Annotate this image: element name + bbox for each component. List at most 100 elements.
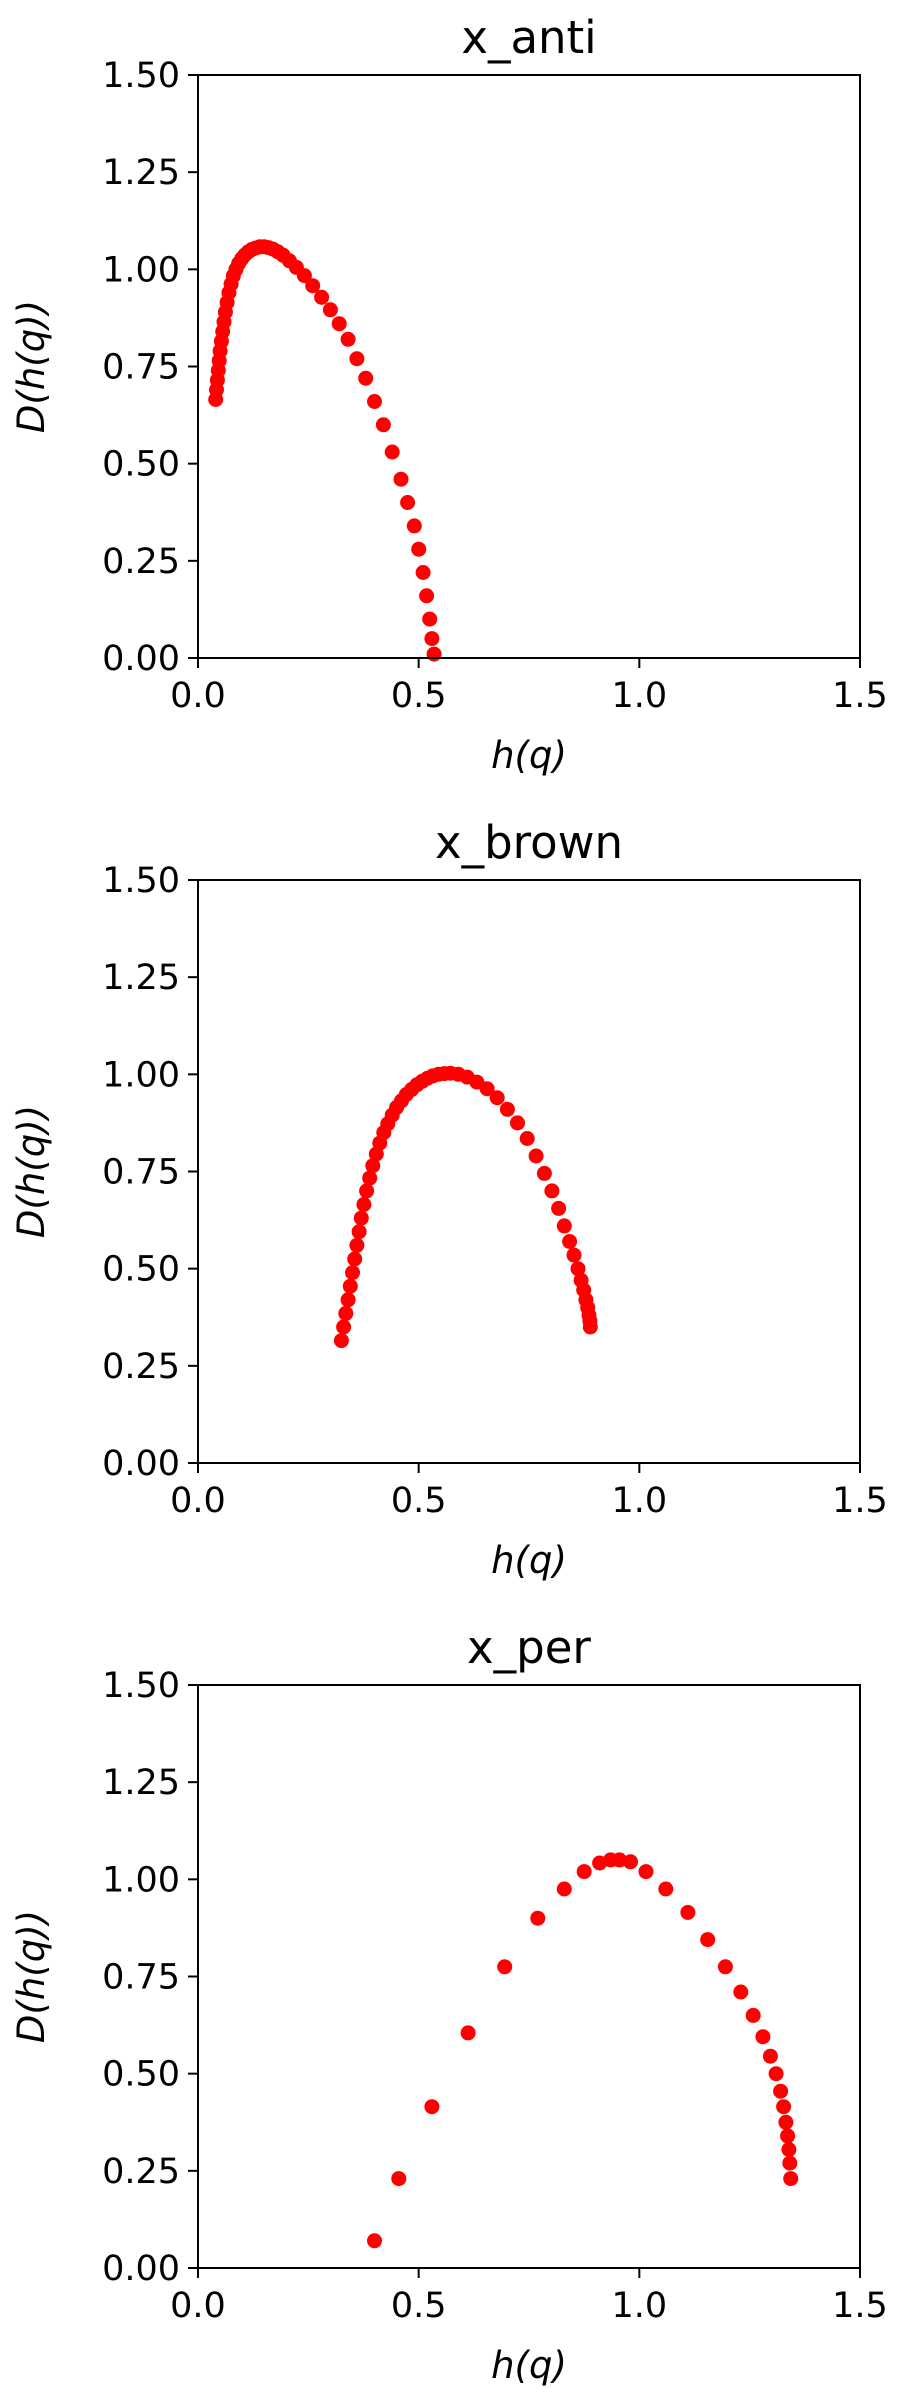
data-point	[356, 1197, 372, 1212]
y-tick-label: 0.00	[102, 639, 180, 679]
x-tick-label: 0.5	[391, 2286, 447, 2326]
data-points	[367, 1852, 799, 2249]
y-tick-label: 1.00	[102, 1055, 180, 1095]
y-tick-label: 1.25	[102, 153, 180, 193]
data-point	[778, 2114, 794, 2130]
data-point	[623, 1854, 638, 1870]
data-point	[680, 1904, 696, 1920]
data-point	[406, 518, 422, 534]
data-point	[566, 1247, 582, 1263]
x-tick-label: 0.0	[170, 2286, 226, 2326]
plot-frame	[197, 879, 861, 1464]
data-point	[351, 1224, 367, 1240]
data-point	[544, 1183, 560, 1199]
y-tick-label: 1.50	[102, 1666, 180, 1706]
x-tick-label: 1.0	[611, 2286, 667, 2326]
data-point	[783, 2171, 799, 2187]
data-point	[340, 1292, 356, 1308]
data-point	[358, 370, 374, 386]
x-tick-label: 1.0	[611, 1481, 667, 1521]
x-tick-label: 1.5	[832, 1481, 888, 1521]
y-tick-label: 1.00	[102, 1860, 180, 1900]
y-axis-label: D(h(q))	[10, 1910, 53, 2043]
data-point	[367, 394, 382, 409]
x-tick-label: 1.0	[611, 676, 667, 716]
data-point	[773, 2083, 789, 2099]
y-axis-label: D(h(q))	[10, 1105, 53, 1238]
data-point	[400, 495, 416, 510]
chart-panel-brown: x_brown 0.0 0.5 1.0 1.5 0.00 0.25 0.50 0.75 1.00 1…	[10, 816, 888, 1582]
x-axis-label: h(q)	[491, 1539, 567, 1582]
data-point	[365, 1158, 381, 1174]
data-point	[530, 1910, 546, 1926]
data-point	[331, 316, 347, 332]
data-point	[338, 1305, 354, 1321]
y-tick-label: 1.25	[102, 1763, 180, 1803]
data-point	[562, 1234, 578, 1249]
x-axis-label: h(q)	[491, 734, 567, 777]
data-point	[305, 278, 321, 294]
data-point	[582, 1319, 598, 1335]
data-point	[393, 471, 409, 487]
data-point	[367, 2233, 382, 2249]
data-point	[556, 1218, 572, 1234]
data-point	[359, 1183, 375, 1199]
data-point	[499, 1101, 515, 1117]
y-tick-label: 0.50	[102, 445, 180, 485]
data-point	[422, 611, 438, 627]
data-point	[347, 1251, 363, 1267]
data-point	[333, 1333, 349, 1349]
x-tick-label: 0.5	[391, 676, 447, 716]
data-point	[419, 588, 435, 604]
plot-frame	[197, 1684, 861, 2269]
data-point	[780, 2128, 796, 2144]
data-point	[528, 1148, 544, 1164]
data-point	[556, 1881, 572, 1897]
x-tick-label: 1.5	[832, 676, 888, 716]
y-tick-label: 0.75	[102, 348, 180, 388]
y-tick-label: 0.00	[102, 2249, 180, 2289]
data-point	[700, 1932, 716, 1948]
data-point	[658, 1881, 674, 1897]
data-point	[349, 1237, 365, 1253]
data-point	[460, 2025, 476, 2041]
data-point	[384, 444, 400, 460]
data-point	[768, 2066, 784, 2082]
data-point	[345, 1265, 360, 1281]
data-point	[510, 1115, 525, 1131]
data-point	[755, 2029, 771, 2045]
data-point	[762, 2048, 778, 2064]
data-point	[391, 2171, 407, 2187]
y-tick-label: 1.25	[102, 958, 180, 998]
data-point	[362, 1170, 378, 1186]
data-point	[342, 1278, 358, 1294]
x-tick-label: 0.0	[170, 676, 226, 716]
data-point	[782, 2155, 798, 2171]
data-point	[776, 2099, 792, 2115]
data-point	[349, 351, 365, 367]
x-axis-label: h(q)	[491, 2344, 567, 2387]
data-point	[519, 1131, 535, 1146]
chart-panel-anti: x_anti 0.0 0.5 1.0 1.5 0.00 0.25 0.50 0.75 1.00 1.…	[10, 11, 888, 777]
data-point	[336, 1319, 352, 1335]
data-point	[536, 1165, 552, 1181]
data-point	[576, 1864, 592, 1880]
data-point	[479, 1081, 495, 1097]
data-point	[497, 1959, 513, 1975]
data-point	[296, 268, 312, 284]
y-tick-label: 0.75	[102, 1958, 180, 1998]
y-tick-label: 0.50	[102, 2055, 180, 2095]
data-point	[424, 631, 440, 647]
data-point	[638, 1864, 654, 1880]
data-point	[314, 289, 330, 305]
data-point	[411, 541, 427, 557]
y-tick-label: 0.25	[102, 2152, 180, 2192]
x-tick-label: 0.5	[391, 1481, 447, 1521]
y-axis-label: D(h(q))	[10, 300, 53, 433]
data-point	[733, 1984, 749, 2000]
y-tick-label: 0.75	[102, 1153, 180, 1193]
data-point	[570, 1261, 586, 1277]
data-point	[781, 2142, 797, 2157]
y-tick-label: 0.25	[102, 542, 180, 582]
